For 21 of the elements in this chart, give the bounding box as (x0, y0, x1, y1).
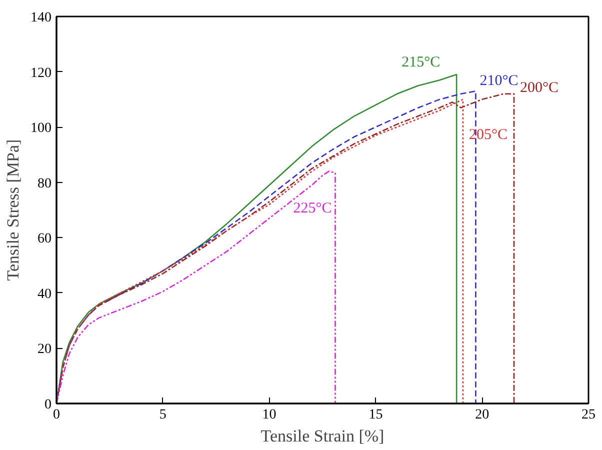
x-tick-label: 15 (368, 408, 383, 422)
y-axis-title: Tensile Stress [MPa] (4, 139, 22, 281)
y-tick-label: 0 (44, 398, 52, 412)
y-tick-label: 60 (38, 232, 52, 247)
annotation: 225°C (293, 200, 332, 217)
y-tick-label: 140 (30, 10, 52, 26)
x-tick-label: 10 (262, 408, 276, 422)
y-tick-label: 100 (30, 121, 52, 136)
annotation: 205°C (468, 127, 508, 144)
y-tick-label: 120 (30, 66, 52, 81)
x-axis-title: Tensile Strain [%] (260, 426, 384, 446)
y-tick-label: 20 (38, 342, 52, 358)
annotation: 210°C (480, 73, 518, 90)
line-series (56, 170, 336, 404)
x-tick-label: 20 (475, 408, 490, 422)
annotation: 215°C (402, 54, 440, 71)
y-tick-label: 40 (38, 286, 52, 302)
annotation: 200°C (520, 80, 559, 96)
x-tick-label: 25 (582, 408, 596, 422)
x-tick-label: 5 (159, 408, 166, 422)
y-tick-label: 80 (38, 176, 52, 192)
